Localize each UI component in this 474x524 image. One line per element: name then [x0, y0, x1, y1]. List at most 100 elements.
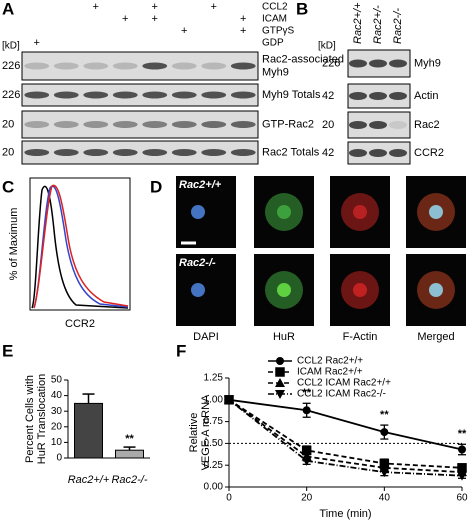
blot-label: Actin: [414, 90, 438, 102]
blot-band: [53, 149, 79, 156]
decoration: [29, 177, 131, 311]
genotype-label: Rac2-/-: [179, 257, 216, 269]
histogram-curve: [33, 184, 129, 309]
blot-band: [142, 62, 168, 70]
blot-band: [369, 59, 387, 68]
y-axis-label: Percent Cells with: [24, 375, 36, 463]
genotype-label: Rac2-/-: [392, 8, 404, 44]
panel-letter: E: [2, 341, 13, 360]
treatment-label: CCL2: [262, 2, 288, 13]
treatment-mark: +: [93, 1, 99, 13]
y-axis-label: Relative: [188, 413, 200, 453]
series-line: [228, 399, 463, 469]
legend-label: CCL2 Rac2+/+: [297, 356, 363, 367]
marker: [458, 445, 466, 454]
bar: [115, 449, 144, 459]
blot-band: [201, 91, 227, 99]
treatment-mark: +: [152, 13, 158, 25]
nucleus-signal: [191, 283, 205, 297]
blot-strip: [21, 51, 259, 81]
blot-strip: [21, 83, 259, 107]
kd-label: 42: [322, 147, 334, 159]
annotation: **: [458, 428, 467, 440]
panel-letter: B: [296, 0, 308, 18]
blot-band: [349, 149, 367, 157]
blot-band: [369, 121, 387, 129]
annotation: **: [302, 387, 311, 399]
treatment-mark: +: [122, 13, 128, 25]
micrograph: [176, 176, 236, 248]
marker: [457, 471, 467, 481]
blot-band: [349, 121, 367, 129]
blot-band: [171, 62, 197, 70]
treatment-label: GDP: [262, 38, 284, 49]
treatment-label: GTPγS: [262, 26, 295, 37]
treatment-mark: +: [211, 1, 217, 13]
x-tick-label: 0: [226, 493, 232, 504]
blot-band: [112, 91, 138, 99]
marker: [275, 390, 285, 399]
blot-label: GTP-Rac2: [262, 118, 314, 130]
blot-band: [53, 62, 79, 70]
blot-band: [201, 121, 227, 128]
genotype-label: Rac2+/-: [372, 5, 384, 44]
genotype-label: Rac2+/+: [179, 179, 222, 191]
x-tick-label: 40: [379, 493, 391, 504]
blot-label: Rac2: [414, 119, 440, 131]
blot-band: [112, 149, 138, 156]
kd-label: 20: [2, 146, 14, 158]
y-axis-label: VEGF-A mRNA: [200, 394, 212, 470]
nucleus-signal: [353, 283, 367, 297]
x-tick-label: Rac2-/-: [111, 474, 147, 486]
treatment-mark: +: [240, 25, 246, 37]
marker: [275, 367, 285, 377]
blot-label: Myh9: [414, 57, 441, 69]
blot-band: [230, 149, 256, 156]
marker: [275, 378, 285, 387]
blot-band: [171, 149, 197, 156]
nucleus-signal: [277, 205, 291, 219]
blot-band: [369, 92, 387, 100]
legend-label: CCL2 ICAM Rac2-/-: [297, 389, 386, 400]
x-tick-label: 60: [456, 493, 468, 504]
treatment-mark: +: [34, 37, 40, 49]
blot-band: [389, 121, 407, 129]
blot-label: Myh9 Totals: [262, 89, 321, 101]
histogram-curve: [31, 185, 129, 309]
panel-letter: A: [2, 0, 14, 18]
blot-band: [389, 92, 407, 100]
marker: [301, 456, 312, 466]
series-line: [228, 399, 463, 474]
marker: [276, 357, 284, 365]
y-tick-label: 0.25: [204, 460, 224, 471]
blot-strip: [21, 140, 259, 165]
blot-band: [112, 121, 138, 128]
treatment-mark: +: [152, 1, 158, 13]
blot-band: [24, 62, 50, 70]
blot-band: [201, 62, 227, 70]
y-tick-label: 1.00: [204, 394, 224, 405]
y-tick-label: 0.00: [204, 482, 224, 493]
blot-band: [389, 149, 407, 157]
nucleus-signal: [429, 205, 443, 219]
annotation: **: [380, 409, 389, 421]
micrograph: [176, 254, 236, 326]
annotation: **: [125, 433, 134, 445]
blot-band: [24, 121, 50, 128]
kd-label: 226: [322, 57, 340, 69]
blot-band: [83, 121, 109, 128]
marker: [302, 406, 311, 415]
blot-band: [83, 91, 109, 99]
y-axis-label: HuR Translocation: [36, 374, 48, 465]
nucleus-signal: [191, 205, 205, 219]
histogram-frame: [29, 177, 131, 311]
kd-header: [kD]: [2, 41, 20, 52]
y-tick-label: 0.50: [204, 438, 224, 449]
x-tick-label: Rac2+/+: [68, 474, 110, 486]
series-line: [228, 398, 463, 451]
blot-band: [349, 92, 367, 100]
blot-label: CCR2: [414, 147, 444, 159]
marker: [379, 468, 390, 478]
blot-band: [171, 91, 197, 99]
legend-label: ICAM Rac2+/+: [297, 367, 363, 378]
